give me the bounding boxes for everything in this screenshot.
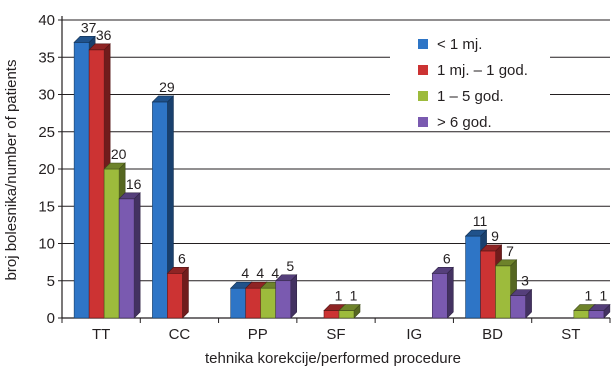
legend-swatch — [418, 65, 428, 75]
data-label: 20 — [111, 146, 127, 162]
x-tick-label: BD — [482, 326, 503, 343]
data-label: 4 — [271, 265, 279, 281]
bar — [338, 303, 361, 319]
legend-entry: 1 – 5 god. — [437, 88, 504, 105]
data-label: 6 — [178, 250, 186, 266]
legend-swatch — [418, 39, 428, 49]
data-label: 4 — [256, 265, 264, 281]
bar — [274, 274, 298, 319]
y-tick-label: 0 — [47, 310, 55, 327]
data-label: 6 — [443, 250, 451, 266]
bar — [118, 192, 141, 319]
data-label: 36 — [96, 27, 112, 43]
y-axis-title: broj bolesnika/number of patients — [3, 60, 20, 281]
x-tick-label: PP — [248, 326, 268, 343]
data-label: 9 — [491, 228, 499, 244]
data-label: 7 — [506, 243, 514, 259]
y-tick-label: 10 — [38, 236, 55, 253]
y-tick-label: 40 — [38, 12, 55, 29]
data-label: 5 — [286, 258, 294, 274]
data-label: 1 — [584, 288, 592, 304]
x-tick-label: CC — [169, 326, 191, 343]
data-label: 11 — [473, 213, 488, 229]
legend-entry: < 1 mj. — [437, 36, 482, 53]
y-tick-label: 20 — [38, 161, 55, 178]
y-tick-label: 25 — [38, 124, 55, 141]
x-tick-label: IG — [406, 326, 422, 343]
y-tick-labels: 0 5 10 15 20 25 30 35 40 — [38, 12, 55, 327]
legend-swatch — [418, 91, 428, 101]
x-tick-label: TT — [92, 326, 110, 343]
bar — [588, 303, 611, 319]
data-label: 16 — [126, 176, 142, 192]
legend-background — [390, 30, 550, 130]
legend-swatch — [418, 117, 428, 127]
x-tick-labels: TT CC PP SF IG BD ST — [92, 326, 580, 343]
x-axis-title: tehnika korekcije/performed procedure — [205, 350, 461, 367]
data-label: 1 — [350, 288, 358, 304]
legend-entry: 1 mj. – 1 god. — [437, 62, 528, 79]
x-tick-label: ST — [561, 326, 580, 343]
y-tick-label: 5 — [47, 273, 55, 290]
y-tick-label: 35 — [38, 49, 55, 66]
x-tick-label: SF — [326, 326, 345, 343]
data-label: 1 — [335, 288, 343, 304]
data-label: 29 — [159, 79, 175, 95]
y-tick-label: 15 — [38, 198, 55, 215]
data-label: 3 — [521, 273, 529, 289]
y-tick-label: 30 — [38, 87, 55, 104]
bar — [431, 266, 455, 319]
data-label: 37 — [81, 19, 97, 35]
legend: < 1 mj. 1 mj. – 1 god. 1 – 5 god. > 6 god. — [390, 30, 550, 131]
bars — [73, 35, 611, 319]
bar — [166, 266, 190, 319]
data-label: 1 — [599, 288, 607, 304]
legend-entry: > 6 god. — [437, 114, 492, 131]
bar — [509, 288, 533, 319]
bar — [151, 95, 175, 319]
data-label: 4 — [241, 265, 249, 281]
